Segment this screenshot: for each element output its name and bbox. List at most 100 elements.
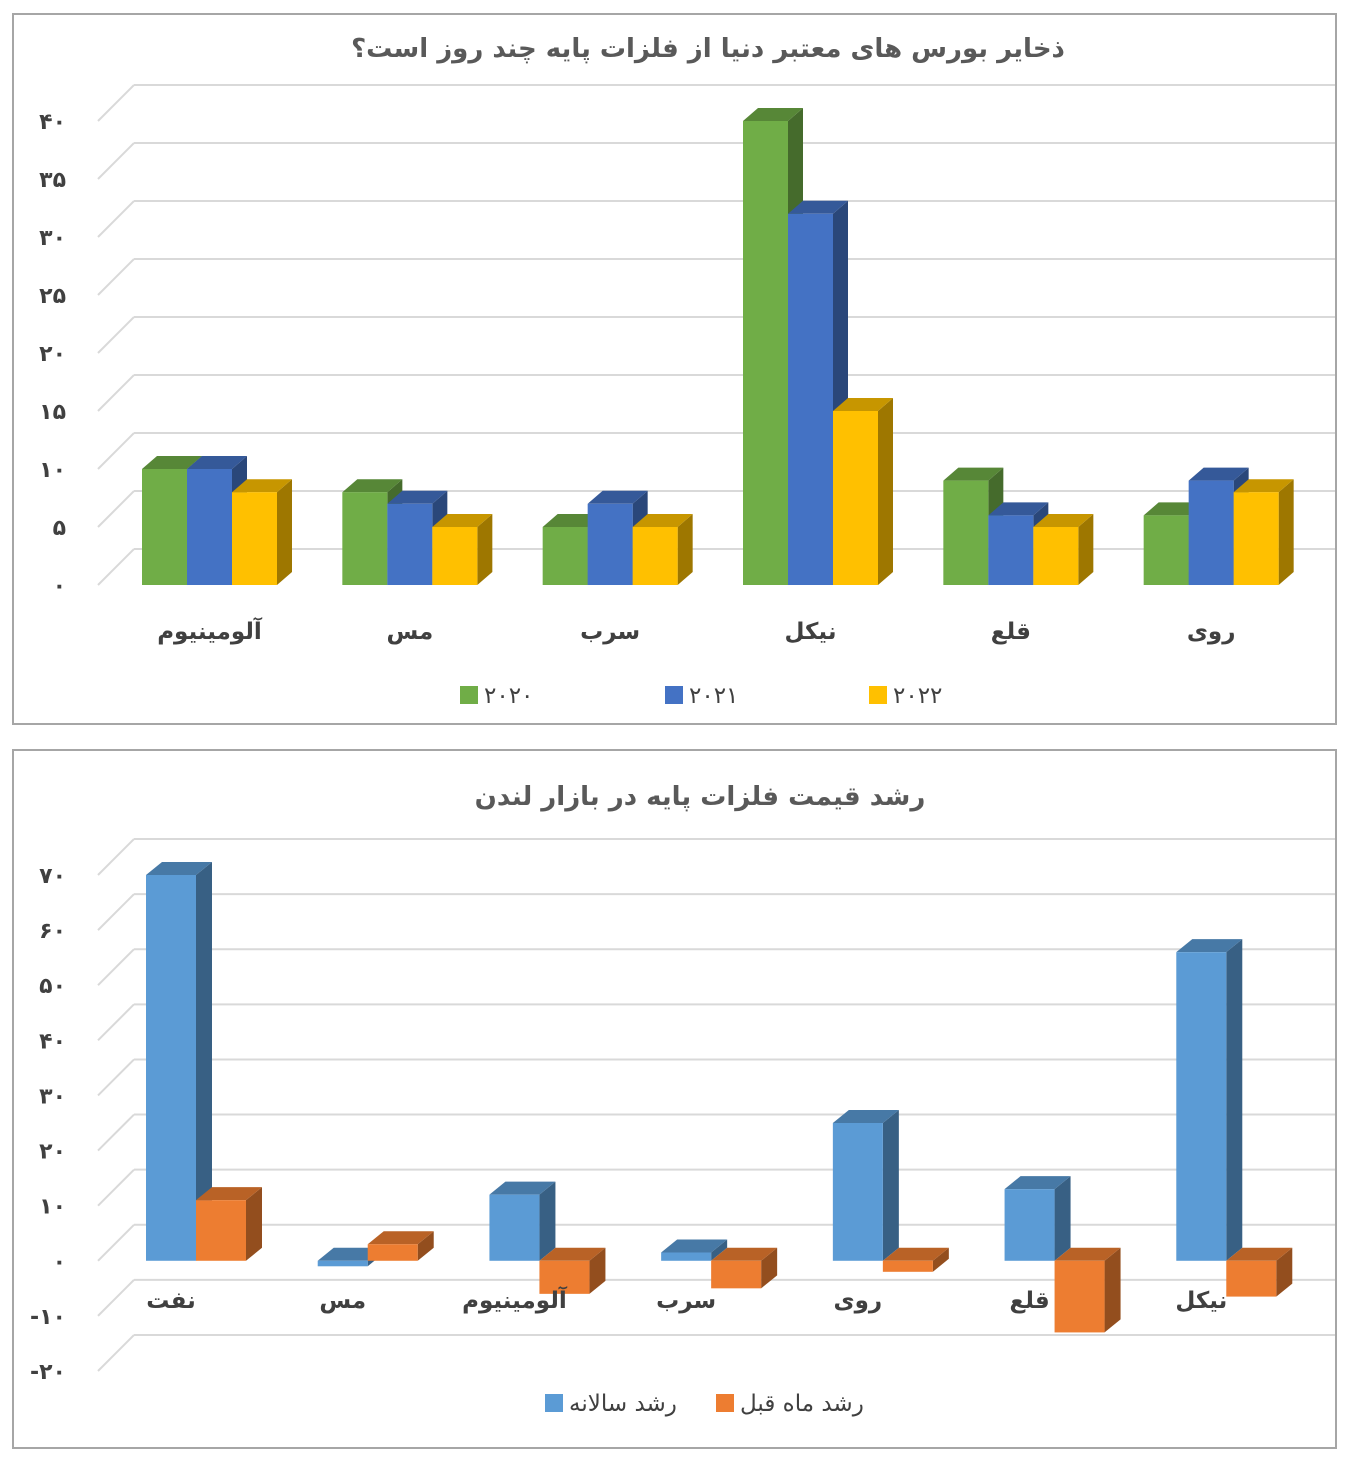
- bar-side: [196, 862, 212, 1261]
- legend-swatch: [716, 1394, 734, 1412]
- legend-swatch: [665, 686, 683, 704]
- y-tick-label: ۴۰: [39, 110, 66, 135]
- bar-top: [788, 200, 848, 214]
- bar-front: [342, 492, 388, 585]
- bar-side: [1054, 1176, 1071, 1261]
- bar-front: [387, 503, 433, 585]
- gridline-depth: [97, 200, 135, 238]
- bar-top: [342, 479, 403, 493]
- chart-panel-price-growth: رشد قیمت فلزات پایه در بازار لندن -۲۰ -۱۰…: [12, 749, 1337, 1449]
- bar-top: [1226, 1247, 1293, 1261]
- bar-top: [587, 490, 648, 504]
- y-tick-label: ۴۰: [39, 1029, 66, 1054]
- x-category-label: روی: [834, 1288, 883, 1314]
- bar-front: [1226, 1260, 1277, 1297]
- bar: [832, 1110, 899, 1261]
- bar: [489, 1181, 556, 1261]
- gridline-depth: [97, 1279, 135, 1317]
- bar-top: [833, 398, 893, 411]
- bar-side: [761, 1247, 778, 1289]
- x-category-label: مس: [319, 1288, 366, 1314]
- x-category-label: نفت: [146, 1288, 196, 1314]
- bar-top: [882, 1247, 949, 1261]
- y-tick-label: ۱۰: [39, 458, 66, 483]
- y-tick-label: ۳۰: [39, 226, 66, 251]
- bar-side: [1278, 479, 1294, 585]
- bar-top: [539, 1247, 606, 1261]
- bar-side: [477, 514, 493, 585]
- x-category-label: قلع: [1009, 1288, 1049, 1314]
- bar-front: [187, 469, 232, 585]
- x-category-label: آلومینیوم: [462, 1285, 568, 1314]
- chart-panel-reserves: ذخایر بورس های معتبر دنیا از فلزات پایه …: [12, 13, 1337, 725]
- y-tick-label: ۳۰: [39, 1084, 66, 1109]
- bar: [367, 1231, 434, 1261]
- bar-top: [196, 1187, 262, 1201]
- bar-top: [1054, 1247, 1121, 1261]
- y-tick-label: ۱۰: [39, 1195, 66, 1220]
- bar-side: [1276, 1247, 1293, 1297]
- bar-front: [743, 121, 788, 585]
- bar-front: [542, 527, 588, 585]
- gridline-depth: [97, 1168, 135, 1207]
- x-category-label: نیکل: [1175, 1288, 1227, 1314]
- bar-top: [1188, 467, 1249, 481]
- chart-title: رشد قیمت فلزات پایه در بازار لندن: [475, 782, 926, 812]
- y-tick-label: ۷۰: [39, 864, 66, 889]
- y-tick-label: -۱۰: [30, 1305, 66, 1330]
- y-tick-label: ۳۵: [39, 168, 66, 193]
- gridline-depth: [97, 948, 135, 986]
- legend-swatch: [460, 686, 478, 704]
- bar-top: [187, 456, 247, 469]
- gridline-depth: [97, 1003, 135, 1042]
- bar-top: [367, 1231, 434, 1245]
- bar-front: [788, 213, 833, 586]
- bar-front: [882, 1260, 933, 1272]
- bar: [661, 1239, 728, 1261]
- bar-side: [1104, 1247, 1121, 1333]
- bar-side: [878, 398, 893, 585]
- y-tick-label: ۱۵: [39, 400, 66, 425]
- y-tick-label: ۲۰: [39, 1140, 66, 1165]
- reserves-chart: ذخایر بورس های معتبر دنیا از فلزات پایه …: [39, 34, 1335, 709]
- bar-front: [1033, 527, 1079, 585]
- bar-top: [632, 514, 693, 527]
- bar-top: [1176, 939, 1243, 953]
- gridline-depth: [97, 548, 135, 586]
- bar-front: [489, 1194, 540, 1261]
- bar-front: [142, 469, 187, 585]
- bar-side: [1078, 514, 1094, 585]
- gridline-depth: [97, 1058, 135, 1097]
- x-category-label: نیکل: [785, 619, 837, 645]
- y-tick-label: ۲۰: [39, 342, 66, 367]
- legend-swatch: [545, 1394, 563, 1412]
- bar-front: [632, 527, 678, 585]
- gridline-depth: [97, 432, 135, 470]
- bar-top: [1233, 479, 1294, 493]
- bar-front: [832, 1123, 883, 1261]
- bar: [882, 1247, 949, 1272]
- bar-top: [832, 1110, 899, 1123]
- bar: [432, 514, 493, 585]
- bar: [232, 479, 292, 585]
- bar-side: [539, 1181, 556, 1261]
- x-category-label: سرب: [580, 619, 640, 645]
- bar-front: [196, 1200, 246, 1261]
- gridline-depth: [97, 838, 135, 876]
- bar-side: [277, 479, 292, 585]
- bar: [1054, 1247, 1121, 1333]
- bar-front: [943, 480, 989, 585]
- bar: [1176, 939, 1243, 1261]
- bar-top: [1004, 1176, 1071, 1190]
- bar-top: [1033, 514, 1094, 527]
- bar-front: [587, 503, 633, 585]
- bar: [711, 1247, 778, 1289]
- bar-front: [232, 492, 277, 585]
- legend-label: رشد ماه قبل: [740, 1391, 864, 1417]
- legend-swatch: [869, 686, 887, 704]
- y-tick-label: ۰: [53, 1250, 66, 1275]
- bar-top: [489, 1181, 556, 1195]
- bar-top: [232, 479, 292, 493]
- bar-top: [432, 514, 493, 527]
- bar-front: [1143, 515, 1189, 585]
